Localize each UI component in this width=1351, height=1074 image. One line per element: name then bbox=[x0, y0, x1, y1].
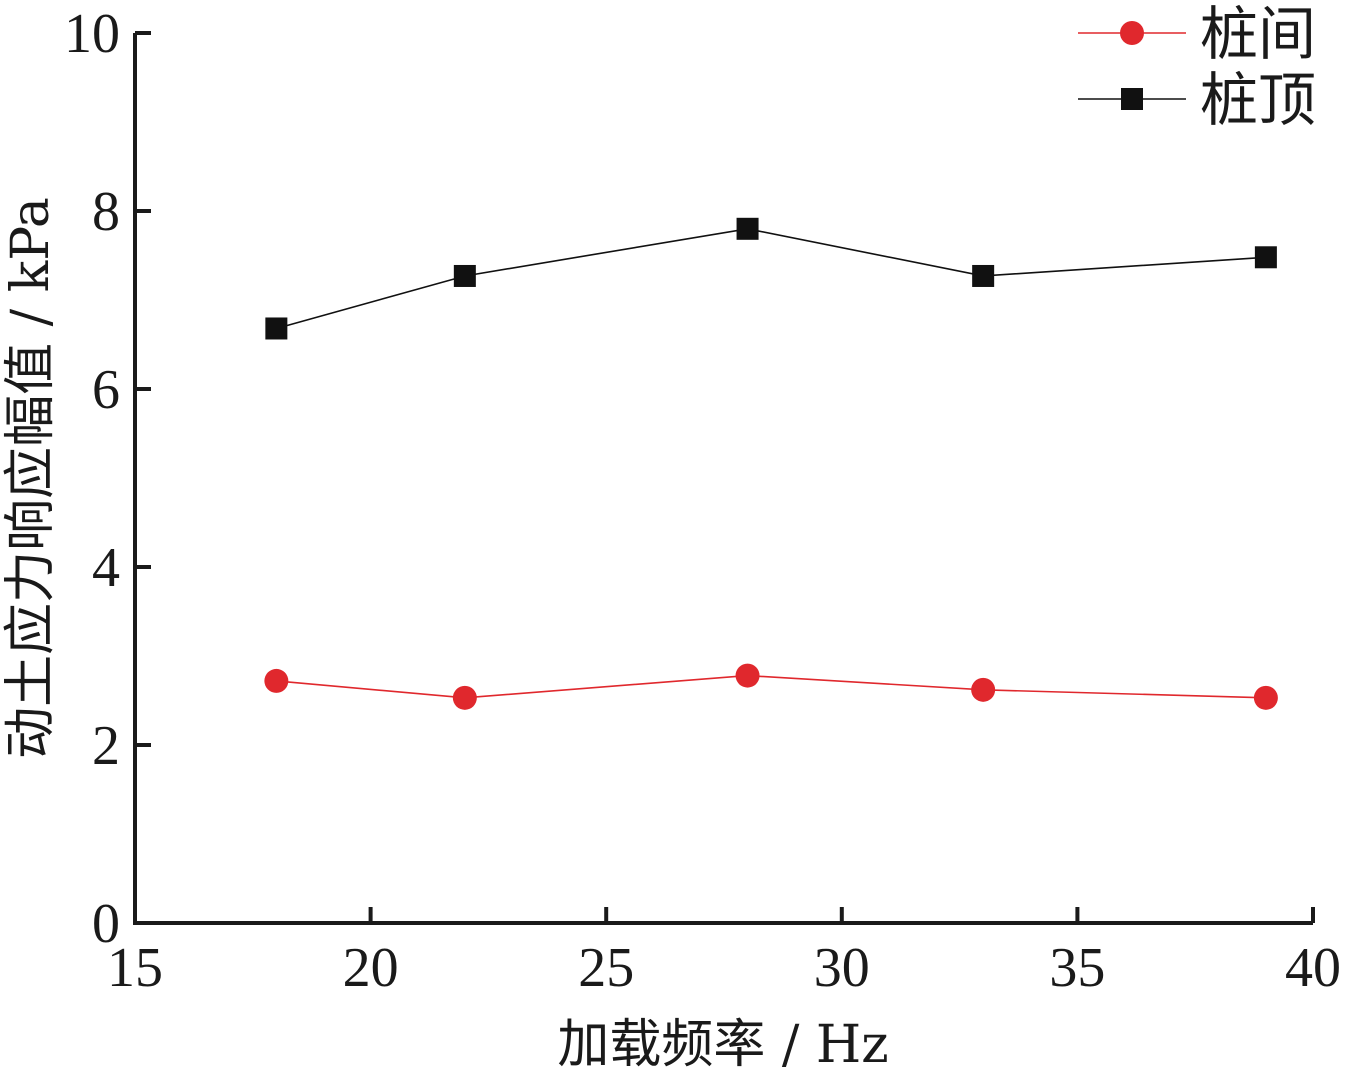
y-tick-label: 2 bbox=[92, 715, 120, 777]
axes bbox=[133, 33, 1313, 925]
series-1 bbox=[264, 663, 1278, 710]
data-point bbox=[1253, 685, 1278, 710]
x-axis-title: 加载频率 / Hz bbox=[557, 1015, 888, 1074]
x-tick-label: 20 bbox=[343, 937, 399, 999]
legend-marker bbox=[1120, 21, 1144, 45]
series-line bbox=[276, 227, 1266, 330]
legend-label: 桩间 bbox=[1200, 0, 1316, 68]
x-tick-label: 40 bbox=[1285, 937, 1341, 999]
data-point bbox=[452, 685, 477, 710]
legend-label: 桩顶 bbox=[1200, 66, 1316, 134]
data-point bbox=[453, 264, 476, 287]
series-line bbox=[276, 674, 1266, 699]
x-tick-label: 35 bbox=[1049, 937, 1105, 999]
legend-item: 桩顶 bbox=[1078, 66, 1316, 134]
x-tick-label: 15 bbox=[107, 937, 163, 999]
data-point bbox=[972, 264, 995, 287]
data-point bbox=[265, 317, 288, 340]
data-point bbox=[736, 217, 759, 240]
y-axis-title: 动土应力响应幅值 / kPa bbox=[1, 197, 61, 759]
y-tick-label: 0 bbox=[92, 893, 120, 955]
y-tick-label: 10 bbox=[64, 3, 120, 65]
series-layer bbox=[264, 217, 1278, 710]
y-tick-label: 4 bbox=[92, 537, 120, 599]
data-point bbox=[264, 668, 289, 693]
x-tick-label: 25 bbox=[578, 937, 634, 999]
x-axis-ticks: 15 20 25 30 35 40 bbox=[107, 907, 1341, 999]
series-2 bbox=[265, 217, 1277, 340]
data-point bbox=[735, 663, 760, 688]
data-point bbox=[971, 677, 996, 702]
legend-marker bbox=[1121, 88, 1143, 110]
x-tick-label: 30 bbox=[814, 937, 870, 999]
y-axis-ticks: 0 2 4 6 8 10 bbox=[64, 3, 151, 955]
legend-item: 桩间 bbox=[1078, 0, 1316, 68]
y-tick-label: 8 bbox=[92, 181, 120, 243]
data-point bbox=[1254, 246, 1277, 269]
y-tick-label: 6 bbox=[92, 359, 120, 421]
